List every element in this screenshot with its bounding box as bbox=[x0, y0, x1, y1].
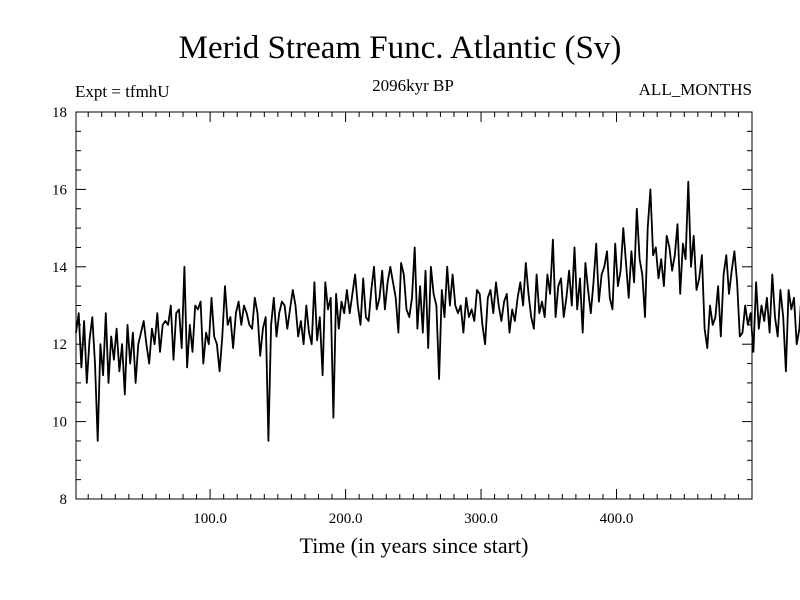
x-tick-label: 200.0 bbox=[329, 511, 363, 527]
y-tick-label: 10 bbox=[52, 415, 67, 431]
y-tick-labels: 8 10 12 14 16 18 bbox=[52, 105, 68, 508]
chart-title: Merid Stream Func. Atlantic (Sv) bbox=[178, 30, 622, 66]
experiment-label: Expt = tfmhU bbox=[75, 82, 170, 101]
x-tick-label: 400.0 bbox=[600, 511, 634, 527]
x-axis-label: Time (in years since start) bbox=[299, 533, 529, 558]
y-tick-label: 18 bbox=[52, 105, 67, 121]
y-tick-label: 8 bbox=[60, 492, 68, 508]
y-tick-label: 12 bbox=[52, 337, 67, 353]
plot-frame bbox=[75, 111, 753, 500]
series-line bbox=[75, 180, 800, 442]
y-tick-label: 16 bbox=[52, 182, 68, 198]
x-tick-label: 100.0 bbox=[193, 511, 227, 527]
axis-ticks bbox=[76, 112, 752, 499]
x-tick-label: 300.0 bbox=[464, 511, 498, 527]
chart-subtitle: 2096kyr BP bbox=[372, 76, 454, 95]
y-tick-label: 14 bbox=[52, 260, 68, 276]
x-tick-labels: 100.0 200.0 300.0 400.0 bbox=[193, 511, 633, 527]
period-label: ALL_MONTHS bbox=[638, 80, 752, 99]
